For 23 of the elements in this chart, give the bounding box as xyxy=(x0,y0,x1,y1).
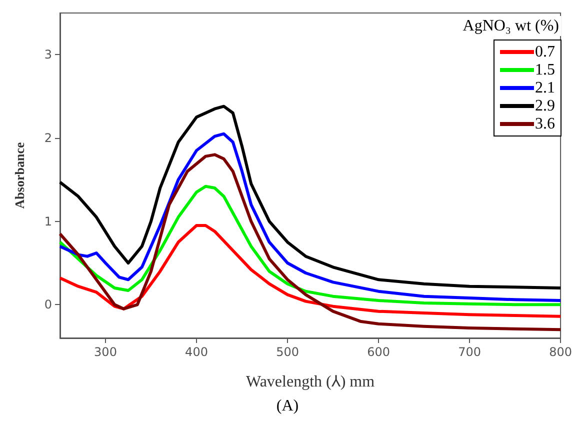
text: (A) xyxy=(276,398,299,414)
x-tick-label: 800 xyxy=(549,345,572,359)
legend-label: 1.5 xyxy=(535,62,555,78)
x-tick-label: 400 xyxy=(185,345,208,359)
x-tick-label: 700 xyxy=(458,345,481,359)
line-series xyxy=(58,153,562,332)
x-tick-label: 500 xyxy=(276,345,299,359)
legend-label: 0.7 xyxy=(535,44,555,60)
x-tick-label: 300 xyxy=(94,345,117,359)
y-tick-label: 2 xyxy=(44,131,52,145)
legend-label: 3.6 xyxy=(535,116,555,132)
y-axis-title: Absorbance xyxy=(12,142,27,209)
line-series xyxy=(58,132,562,302)
y-tick-label: 3 xyxy=(44,48,52,62)
legend-label: 2.9 xyxy=(535,98,555,114)
line-series xyxy=(58,224,562,318)
y-tick-label: 0 xyxy=(44,298,52,312)
x-axis-title: Wavelength (⅄) mm xyxy=(246,374,376,390)
legend-title: AgNO₃ wt (%) xyxy=(462,18,560,34)
x-tick-label: 600 xyxy=(367,345,390,359)
y-tick-label: 1 xyxy=(44,214,52,228)
line-series xyxy=(58,184,562,306)
legend-label: 2.1 xyxy=(535,80,555,96)
